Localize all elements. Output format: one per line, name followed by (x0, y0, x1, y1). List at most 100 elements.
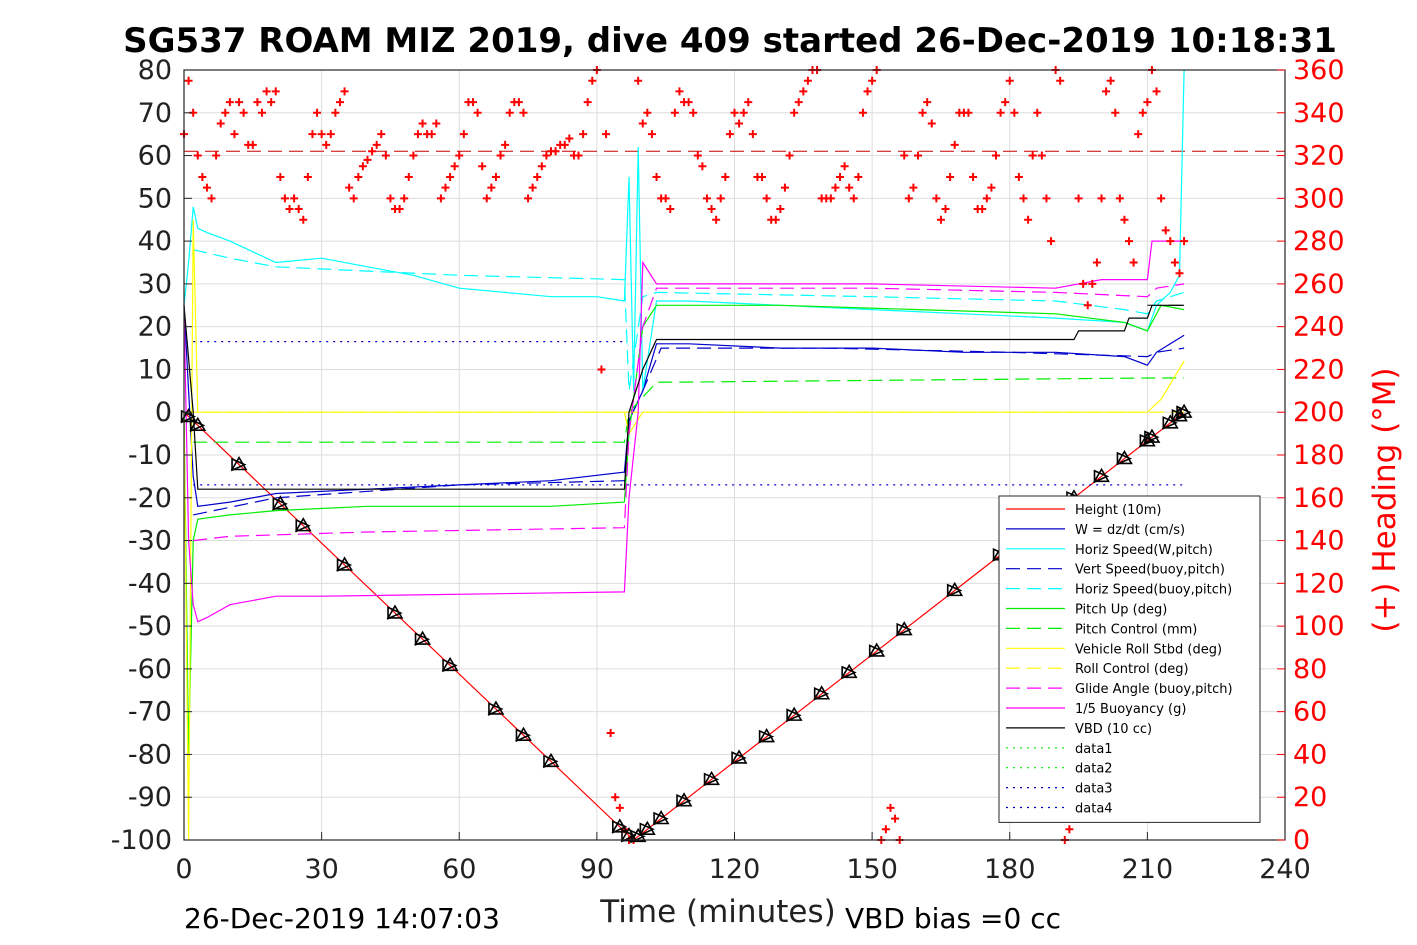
series-line-7 (183, 219, 1185, 841)
heading-marker (528, 183, 537, 192)
height-marker-right (621, 828, 637, 843)
legend-label: data4 (1075, 802, 1113, 817)
heading-marker (253, 98, 262, 107)
heading-marker (1033, 108, 1042, 117)
footer-timestamp: 26-Dec-2019 14:07:03 (184, 902, 500, 935)
heading-marker (501, 140, 510, 149)
chart-title: SG537 ROAM MIZ 2019, dive 409 started 26… (123, 21, 1337, 61)
heading-marker (1115, 194, 1124, 203)
y-tick-label: 0 (155, 397, 172, 428)
height-marker-right (1176, 405, 1192, 420)
heading-marker (1005, 76, 1014, 85)
legend-label: Vehicle Roll Stbd (deg) (1075, 642, 1222, 657)
heading-marker (684, 98, 693, 107)
y-tick-label: -50 (128, 611, 172, 642)
height-marker-right (272, 497, 288, 511)
heading-marker (1152, 87, 1161, 96)
heading-marker (551, 147, 560, 156)
series-line-4 (193, 249, 1185, 391)
legend-label: W = dz/dt (cm/s) (1075, 523, 1185, 538)
heading-marker (235, 98, 244, 107)
heading-marker (615, 803, 624, 812)
heading-marker (262, 87, 271, 96)
height-marker-right (180, 409, 197, 424)
heading-marker (386, 194, 395, 203)
heading-marker (675, 87, 684, 96)
heading-marker (803, 76, 812, 85)
heading-marker (519, 108, 528, 117)
heading-marker (886, 803, 895, 812)
heading-marker (702, 194, 711, 203)
heading-marker (565, 134, 574, 143)
heading-marker (716, 194, 725, 203)
heading-marker (1014, 172, 1023, 181)
y-tick-label: 30 (138, 269, 172, 300)
heading-marker (1028, 151, 1037, 160)
heading-marker (712, 215, 721, 224)
height-marker-right (336, 558, 353, 572)
heading-marker (794, 98, 803, 107)
y-tick-label: 50 (138, 183, 172, 214)
heading-marker (647, 130, 656, 139)
heading-marker (602, 130, 611, 139)
heading-marker (184, 76, 193, 85)
x-tick-label: 120 (709, 854, 761, 885)
height-marker-right (639, 822, 655, 837)
height-marker-right (515, 728, 532, 743)
heading-marker (946, 172, 955, 181)
heading-marker (285, 205, 294, 214)
height-marker-right (295, 518, 311, 533)
heading-marker (221, 108, 230, 117)
series-line-3 (193, 347, 1185, 516)
height-marker-right (630, 829, 646, 844)
height-marker-right (1093, 469, 1110, 484)
height-marker-right (841, 665, 857, 680)
height-markers (180, 403, 1193, 844)
legend-label: data3 (1075, 782, 1113, 797)
y-tick-label: 80 (138, 55, 172, 86)
y-right-tick-label: 360 (1293, 55, 1345, 86)
heading-marker (455, 151, 464, 160)
heading-marker (418, 119, 427, 128)
y-right-tick-label: 60 (1293, 697, 1327, 728)
legend-label: data1 (1075, 742, 1113, 757)
y-right-tick-label: 20 (1293, 782, 1327, 813)
heading-marker (1125, 237, 1134, 246)
heading-marker (698, 162, 707, 171)
y-tick-label: -60 (128, 654, 172, 685)
legend-label: Vert Speed(buoy,pitch) (1075, 563, 1225, 578)
heading-marker (533, 172, 542, 181)
heading-marker (313, 108, 322, 117)
heading-marker (427, 130, 436, 139)
heading-marker (758, 172, 767, 181)
heading-marker (854, 172, 863, 181)
heading-marker (482, 194, 491, 203)
heading-marker (1065, 825, 1074, 834)
y-right-tick-label: 0 (1293, 825, 1310, 856)
height-marker-right (231, 457, 247, 472)
heading-marker (670, 108, 679, 117)
heading-marker (354, 172, 363, 181)
heading-marker (606, 729, 615, 738)
heading-marker (1092, 258, 1101, 267)
heading-marker (1157, 194, 1166, 203)
y-right-tick-label: 300 (1293, 183, 1345, 214)
heading-marker (290, 194, 299, 203)
heading-marker (358, 162, 367, 171)
heading-marker (1010, 108, 1019, 117)
heading-marker (317, 130, 326, 139)
heading-marker (1166, 237, 1175, 246)
heading-marker (1134, 130, 1143, 139)
heading-marker (978, 205, 987, 214)
y-right-tick-label: 180 (1293, 440, 1345, 471)
height-marker-right (1144, 430, 1160, 445)
height-marker-right (653, 811, 669, 826)
heading-marker (1074, 194, 1083, 203)
heading-marker (1120, 215, 1129, 224)
heading-marker (744, 98, 753, 107)
y-axis-right-label: (+) Heading (°M) (1367, 367, 1403, 632)
y-tick-label: 20 (138, 312, 172, 343)
heading-marker (611, 793, 620, 802)
heading-marker (849, 194, 858, 203)
y-right-tick-label: 140 (1293, 526, 1345, 557)
